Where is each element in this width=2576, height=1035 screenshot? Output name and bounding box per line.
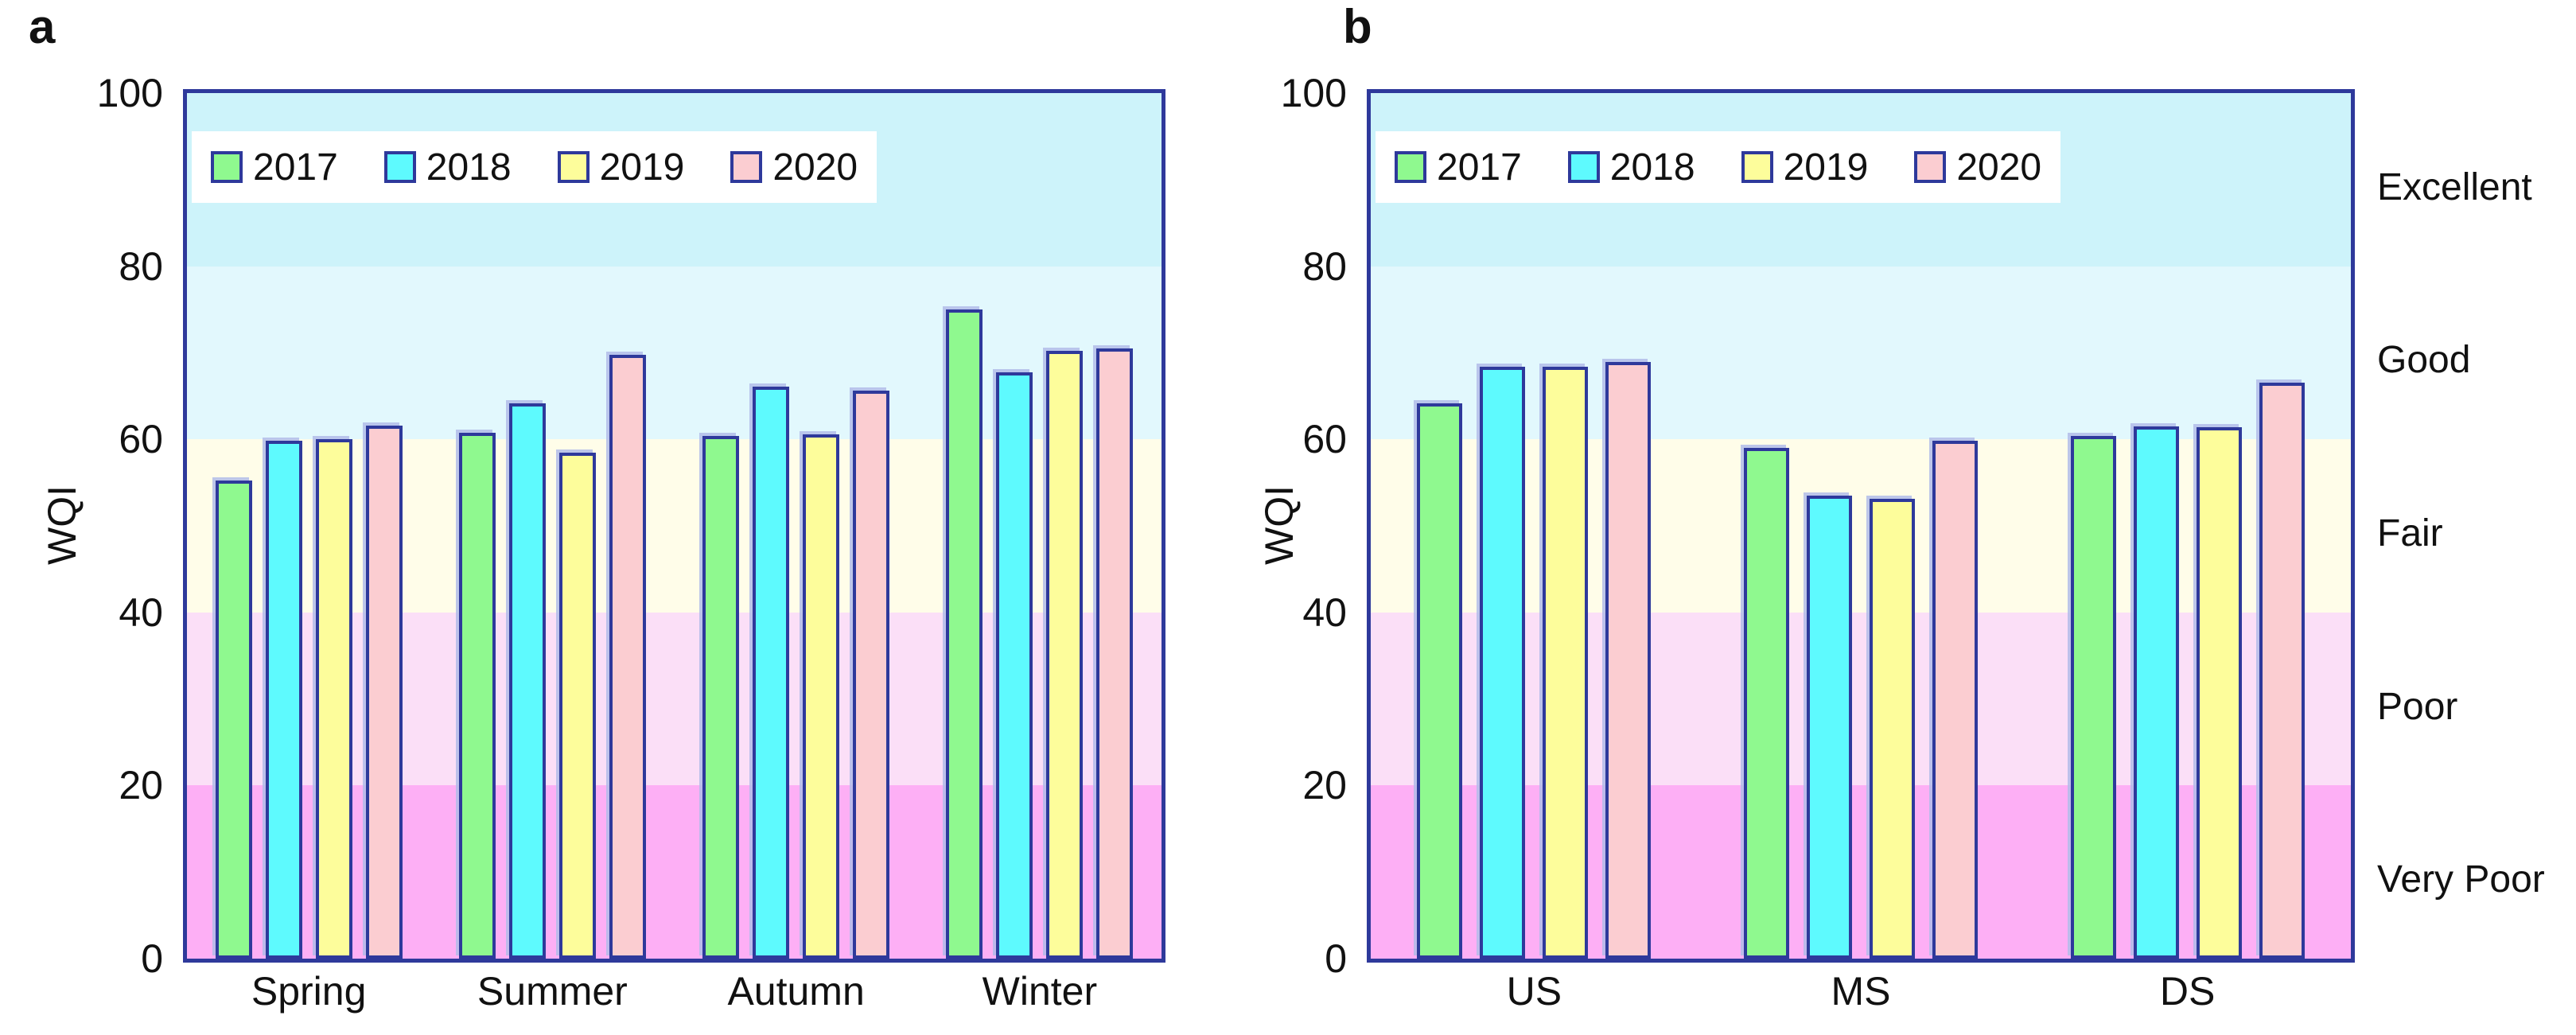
y-tick-0: 0 <box>1325 936 1347 981</box>
y-tick-60: 60 <box>1302 417 1347 462</box>
bar-autumn-2019 <box>803 434 840 959</box>
legend-label-2019: 2019 <box>1783 146 1869 189</box>
legend-label-2017: 2017 <box>1437 146 1522 189</box>
panel-b-plot-area: 0 20 40 60 80 100 US MS DS 2017 2018 2019 2020 <box>1281 73 2355 1014</box>
quality-label-very-poor: Very Poor <box>2377 858 2545 901</box>
legend-label-2020: 2020 <box>772 146 858 189</box>
bar-us-2020 <box>1605 362 1652 959</box>
bar-summer-2018 <box>508 403 546 959</box>
band-good <box>1371 266 2351 440</box>
legend-label-2017: 2017 <box>253 146 338 189</box>
legend-swatch-2018 <box>383 151 416 183</box>
quality-label-poor: Poor <box>2377 685 2458 728</box>
y-tick-60: 60 <box>119 417 163 462</box>
y-tick-0: 0 <box>141 936 163 981</box>
y-tick-20: 20 <box>119 763 163 808</box>
group-ms <box>1743 441 1978 959</box>
bar-autumn-2017 <box>702 435 740 959</box>
legend: 2017 2018 2019 2020 <box>1376 131 2061 203</box>
panel-a-plot-area: 0 20 40 60 80 100 Spring Summer Autumn Winter 2017… <box>97 73 1165 1014</box>
x-label-ds: DS <box>2159 969 2216 1014</box>
y-tick-100: 100 <box>96 71 163 115</box>
legend-entry-2017: 2017 <box>1395 146 1522 189</box>
group-spring <box>215 425 403 959</box>
group-ds <box>2070 383 2305 959</box>
legend-entry-2020: 2020 <box>1914 146 2041 189</box>
legend-entry-2018: 2018 <box>383 146 512 189</box>
bar-ds-2019 <box>2196 426 2242 959</box>
bar-autumn-2020 <box>853 391 890 959</box>
bar-summer-2020 <box>609 354 646 959</box>
legend-swatch-2019 <box>1741 151 1773 183</box>
bar-ds-2018 <box>2133 426 2179 959</box>
x-label-us: US <box>1506 969 1562 1014</box>
x-axis-labels: US MS DS <box>1371 968 2351 1014</box>
bar-us-2019 <box>1543 366 1589 959</box>
bar-ms-2017 <box>1743 448 1789 959</box>
y-tick-40: 40 <box>119 589 163 635</box>
bar-spring-2019 <box>315 439 352 959</box>
legend-label-2018: 2018 <box>1609 146 1695 189</box>
x-axis-labels: Spring Summer Autumn Winter <box>187 968 1162 1014</box>
bar-spring-2018 <box>265 441 302 959</box>
legend: 2017 2018 2019 2020 <box>192 131 877 203</box>
legend-entry-2020: 2020 <box>730 146 858 189</box>
legend-swatch-2020 <box>1914 151 1947 183</box>
band-very-poor <box>1371 785 2351 959</box>
bar-groups <box>1371 93 2351 959</box>
bar-spring-2017 <box>215 481 252 959</box>
group-summer <box>458 354 646 959</box>
legend-entry-2019: 2019 <box>557 146 685 189</box>
legend-label-2020: 2020 <box>1956 146 2042 189</box>
bar-spring-2020 <box>365 425 403 959</box>
band-poor <box>1371 612 2351 786</box>
group-us <box>1417 362 1652 959</box>
panel-b-letter: b <box>1343 0 1372 53</box>
legend-entry-2018: 2018 <box>1567 146 1695 189</box>
bar-summer-2019 <box>558 452 596 959</box>
legend-swatch-2019 <box>557 151 590 183</box>
bar-summer-2017 <box>458 432 496 959</box>
x-label-summer: Summer <box>477 969 628 1014</box>
bar-groups <box>187 93 1162 959</box>
quality-label-good: Good <box>2377 339 2471 382</box>
legend-entry-2017: 2017 <box>211 146 338 189</box>
bar-autumn-2018 <box>753 386 790 959</box>
legend-swatch-2017 <box>211 151 243 183</box>
group-winter <box>946 309 1134 959</box>
legend-label-2018: 2018 <box>426 146 512 189</box>
bar-us-2017 <box>1417 403 1463 959</box>
x-label-spring: Spring <box>251 969 367 1014</box>
legend-swatch-2020 <box>730 151 763 183</box>
x-label-autumn: Autumn <box>727 969 865 1014</box>
panel-a-letter: a <box>29 0 56 53</box>
bar-ms-2019 <box>1869 499 1915 959</box>
y-tick-80: 80 <box>119 243 163 289</box>
legend-swatch-2017 <box>1395 151 1426 183</box>
bar-winter-2020 <box>1096 348 1134 959</box>
y-tick-100: 100 <box>1280 71 1347 115</box>
bar-winter-2019 <box>1046 351 1084 959</box>
x-label-ms: MS <box>1831 969 1891 1014</box>
bar-winter-2017 <box>946 309 983 959</box>
legend-swatch-2018 <box>1567 151 1600 183</box>
bar-ds-2020 <box>2259 383 2305 959</box>
quality-label-excellent: Excellent <box>2377 165 2532 208</box>
legend-label-2019: 2019 <box>599 146 685 189</box>
group-autumn <box>702 386 890 959</box>
bar-ms-2020 <box>1932 441 1978 959</box>
legend-entry-2019: 2019 <box>1741 146 1869 189</box>
bar-winter-2018 <box>996 372 1033 959</box>
bar-us-2018 <box>1480 366 1526 959</box>
y-tick-40: 40 <box>1302 589 1347 635</box>
bar-ms-2018 <box>1806 495 1852 959</box>
quality-label-fair: Fair <box>2377 512 2443 554</box>
bar-ds-2017 <box>2070 435 2116 959</box>
band-fair <box>1371 439 2351 613</box>
x-label-winter: Winter <box>982 969 1098 1014</box>
y-tick-20: 20 <box>1302 763 1347 808</box>
y-tick-80: 80 <box>1302 243 1347 289</box>
